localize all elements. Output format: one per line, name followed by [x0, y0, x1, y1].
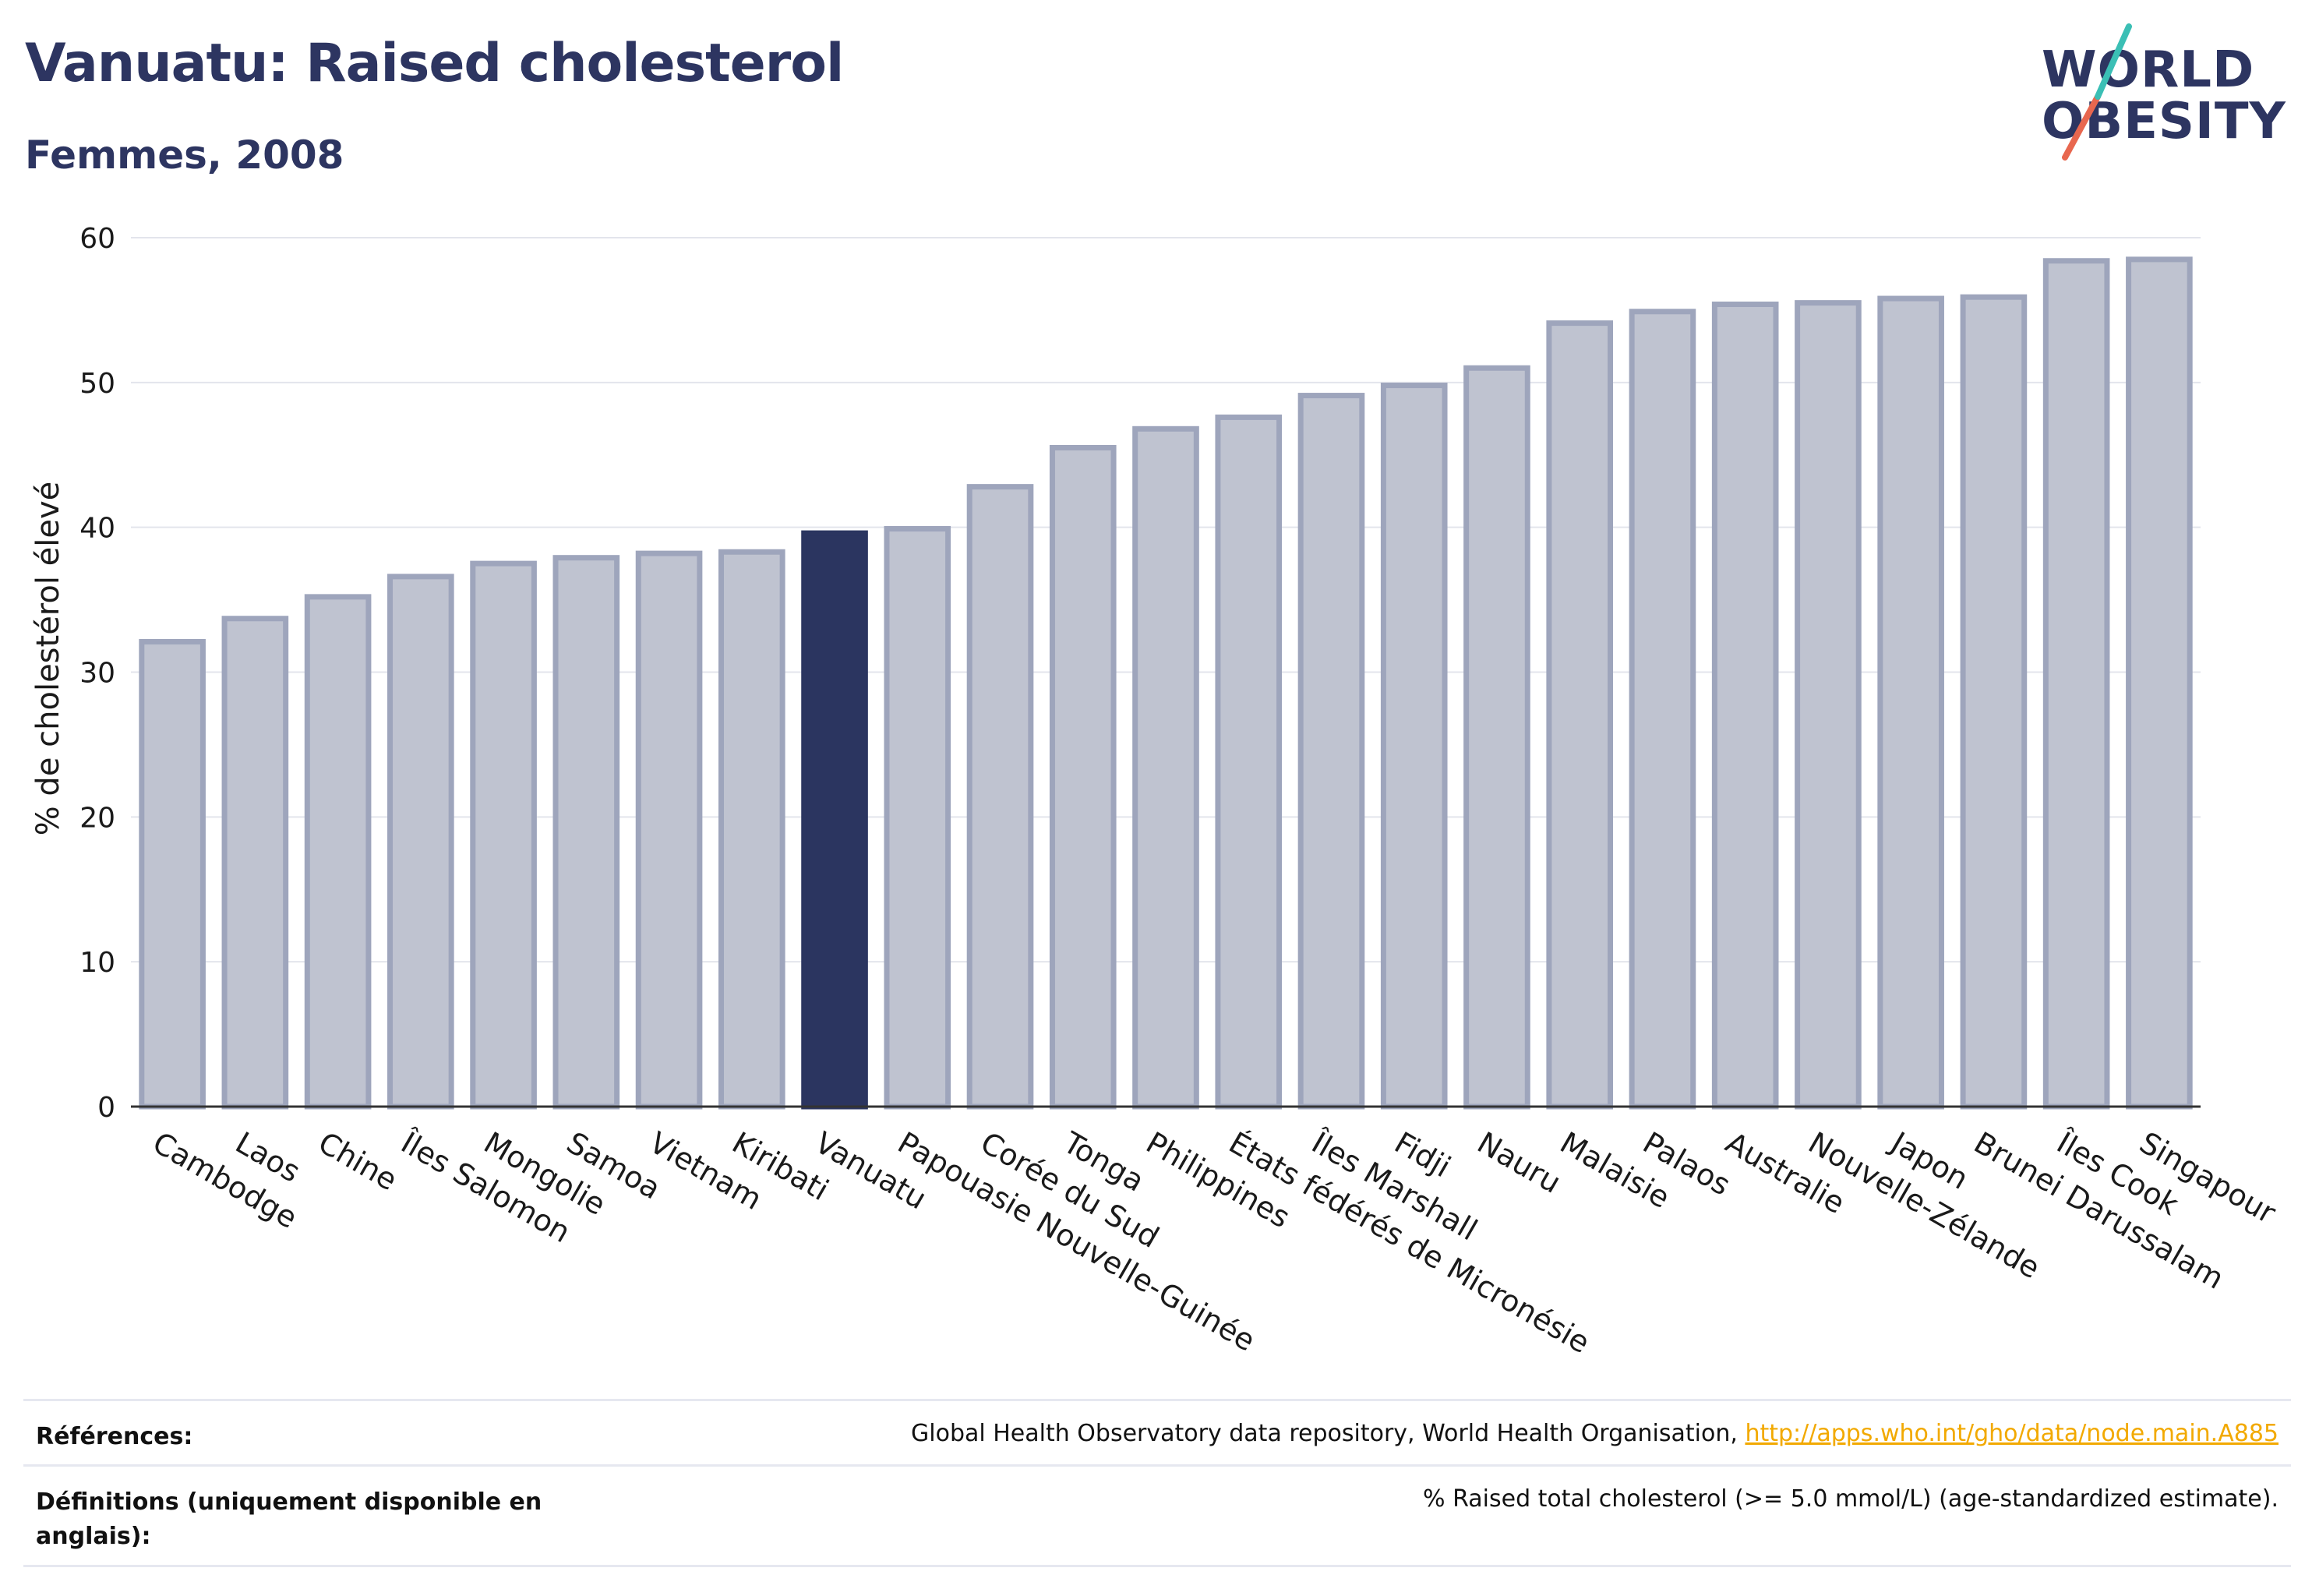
bar-highlighted — [801, 530, 868, 1110]
references-value: Global Health Observatory data repositor… — [911, 1420, 2279, 1447]
bar — [1049, 444, 1117, 1110]
definitions-value: % Raised total cholesterol (>= 5.0 mmol/… — [1423, 1485, 2279, 1513]
bar — [470, 560, 537, 1110]
bar — [1463, 365, 1530, 1110]
x-tick-label: Chine — [312, 1125, 403, 1197]
references-label: Références: — [36, 1423, 193, 1450]
bar — [139, 638, 206, 1110]
references-row: Références: Global Health Observatory da… — [23, 1399, 2291, 1467]
bar — [552, 555, 620, 1110]
bar — [1795, 300, 1862, 1110]
y-tick-label: 30 — [79, 658, 115, 690]
y-tick-label: 60 — [79, 223, 115, 255]
chart-subtitle: Femmes, 2008 — [25, 132, 344, 178]
chart-title: Vanuatu: Raised cholesterol — [25, 33, 844, 94]
references-text: Global Health Observatory data repositor… — [911, 1420, 1746, 1447]
bar — [718, 549, 785, 1110]
bar — [1380, 383, 1448, 1110]
world-obesity-logo: WORLD OBESITY — [2042, 23, 2291, 164]
bar — [1711, 301, 1779, 1110]
bar — [1877, 295, 1944, 1110]
bar — [1546, 320, 1614, 1110]
logo-slash-icon — [2062, 23, 2132, 161]
bar — [221, 616, 289, 1110]
y-tick-label: 20 — [79, 802, 115, 834]
bar — [2042, 258, 2110, 1110]
bar — [387, 574, 454, 1110]
y-tick-label: 0 — [97, 1092, 115, 1124]
bar — [966, 484, 1034, 1110]
definitions-row: Définitions (uniquement disponible en an… — [23, 1464, 2291, 1567]
definitions-label: Définitions (uniquement disponible en an… — [36, 1488, 542, 1550]
bar — [1215, 414, 1283, 1110]
bar — [1960, 294, 2028, 1110]
bar — [2126, 256, 2193, 1110]
y-tick-label: 10 — [79, 947, 115, 979]
bar — [635, 550, 703, 1110]
bar — [884, 526, 951, 1110]
bar — [304, 594, 372, 1110]
x-tick-label: Nauru — [1471, 1125, 1566, 1200]
y-tick-label: 50 — [79, 368, 115, 400]
bar — [1297, 393, 1365, 1110]
y-tick-label: 40 — [79, 513, 115, 545]
bar — [1132, 425, 1199, 1110]
references-link[interactable]: http://apps.who.int/gho/data/node.main.A… — [1745, 1420, 2279, 1447]
bar — [1629, 309, 1696, 1110]
logo-line-1: WORLD — [2042, 41, 2255, 99]
